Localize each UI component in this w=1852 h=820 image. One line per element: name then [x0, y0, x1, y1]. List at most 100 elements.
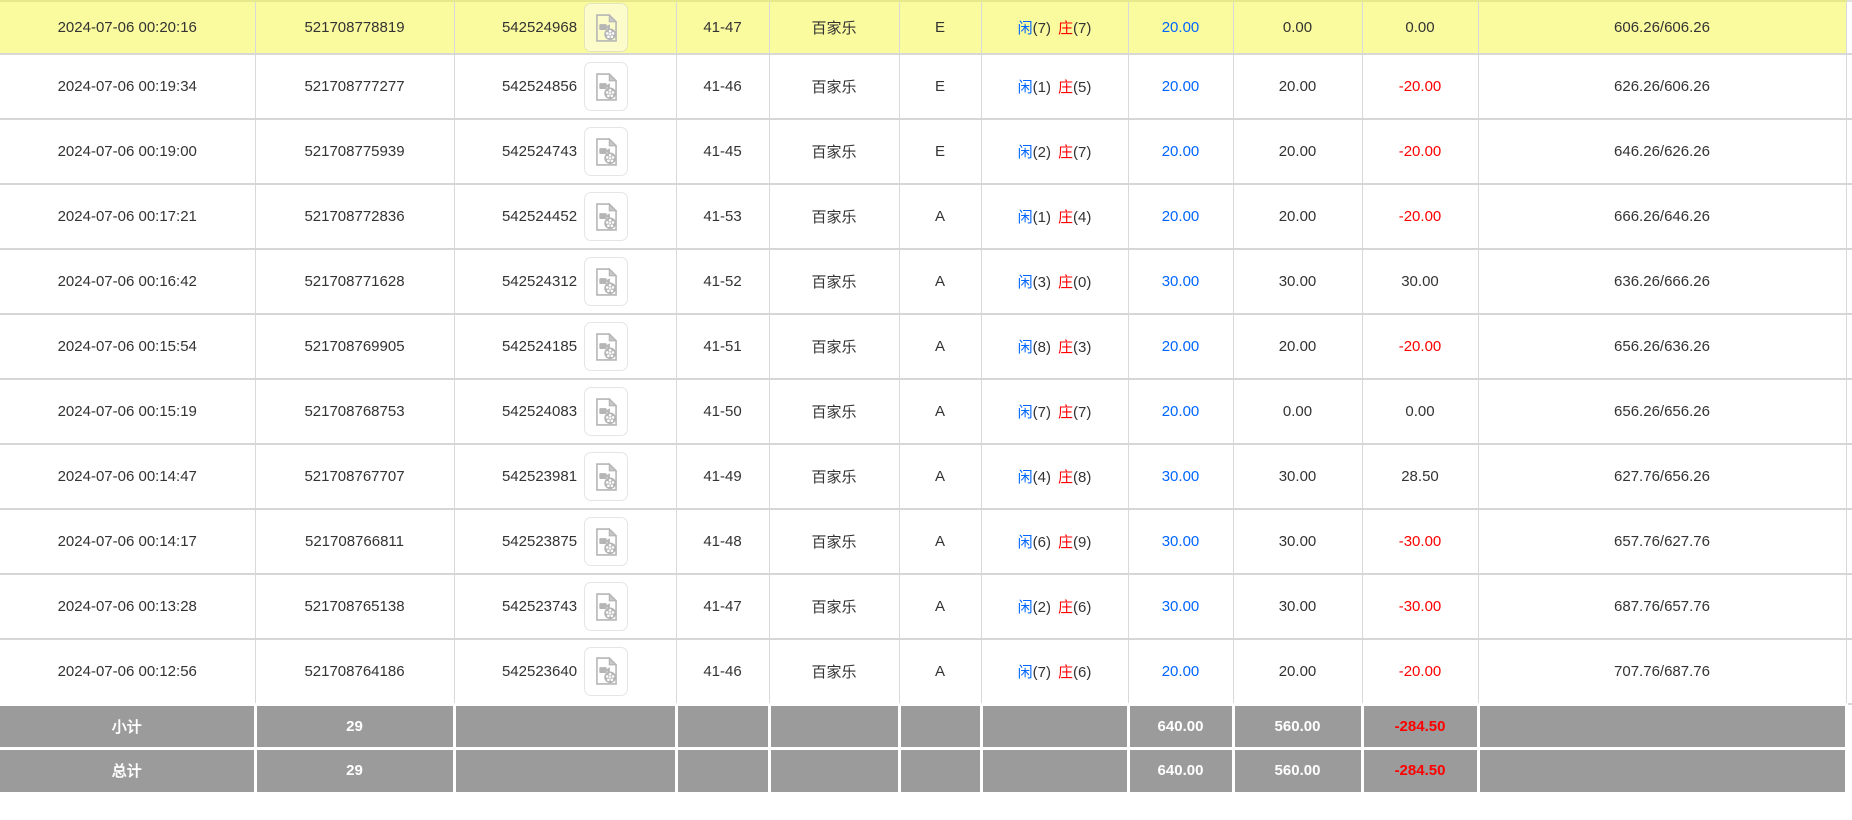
table-right-gutter: [1846, 748, 1852, 792]
cell-win-loss: -20.00: [1362, 184, 1479, 250]
cell-valid-amount: 0.00: [1233, 0, 1363, 55]
cell-time: 2024-07-06 00:17:21: [0, 184, 256, 250]
cell-table-code: A: [899, 249, 982, 315]
video-replay-button[interactable]: [584, 582, 629, 631]
banker-label: 庄: [1058, 599, 1074, 616]
total-count: 29: [255, 746, 456, 792]
cell-valid-amount: 0.00: [1233, 379, 1363, 445]
cell-table-code: A: [899, 314, 982, 380]
player-score: 2: [1033, 144, 1051, 161]
cell-win-loss: 30.00: [1362, 249, 1479, 315]
video-replay-icon: [593, 137, 620, 167]
cell-bet-id: 521708771628: [255, 249, 455, 315]
cell-valid-amount: 20.00: [1233, 119, 1363, 185]
cell-bet-amount: 20.00: [1128, 184, 1234, 250]
cell-game-id: 542524452: [454, 184, 677, 250]
banker-score: 9: [1073, 534, 1091, 551]
cell-result: 闲7庄7: [981, 0, 1129, 55]
summary-empty-cell: [769, 702, 901, 748]
cell-table-code: A: [899, 574, 982, 640]
banker-score: 7: [1073, 20, 1091, 37]
banker-label: 庄: [1058, 469, 1074, 486]
table-row-highlighted[interactable]: 2024-07-06 00:20:16 521708778819 5425249…: [0, 0, 1852, 55]
cell-time: 2024-07-06 00:14:17: [0, 509, 256, 575]
summary-empty-cell: [676, 702, 771, 748]
table-row[interactable]: 2024-07-06 00:15:54 521708769905 5425241…: [0, 314, 1852, 380]
table-row[interactable]: 2024-07-06 00:16:42 521708771628 5425243…: [0, 249, 1852, 315]
total-valid-amount: 560.00: [1233, 746, 1364, 792]
game-id: 542524856: [501, 78, 578, 95]
cell-time: 2024-07-06 00:19:34: [0, 54, 256, 120]
cell-valid-amount: 20.00: [1233, 314, 1363, 380]
cell-result: 闲7庄7: [981, 379, 1129, 445]
video-replay-button[interactable]: [584, 646, 629, 696]
banker-label: 庄: [1058, 663, 1074, 681]
video-replay-button[interactable]: [584, 3, 629, 52]
video-replay-button[interactable]: [584, 127, 629, 176]
table-row[interactable]: 2024-07-06 00:14:17 521708766811 5425238…: [0, 509, 1852, 575]
table-right-gutter: [1846, 0, 1852, 55]
cell-bet-id: 521708766811: [255, 509, 455, 575]
cell-valid-amount: 20.00: [1233, 639, 1363, 705]
summary-empty-cell: [981, 702, 1130, 748]
cell-win-loss: 28.50: [1362, 444, 1479, 510]
cell-game-id: 542523640: [454, 639, 677, 705]
cell-bet-id: 521708768753: [255, 379, 455, 445]
player-score: 6: [1033, 534, 1051, 551]
video-replay-button[interactable]: [584, 62, 629, 111]
video-replay-button[interactable]: [584, 257, 629, 306]
cell-bet-amount: 20.00: [1128, 54, 1234, 120]
game-id: 542523875: [501, 533, 578, 550]
video-replay-icon: [593, 267, 620, 297]
video-replay-icon: [593, 592, 620, 622]
player-score: 4: [1033, 469, 1051, 486]
cell-balance: 636.26/666.26: [1478, 249, 1847, 315]
video-replay-button[interactable]: [584, 452, 629, 501]
table-row[interactable]: 2024-07-06 00:14:47 521708767707 5425239…: [0, 444, 1852, 510]
video-replay-button[interactable]: [584, 322, 629, 371]
cell-time: 2024-07-06 00:19:00: [0, 119, 256, 185]
cell-round: 41-50: [676, 379, 770, 445]
cell-bet-id: 521708777277: [255, 54, 455, 120]
cell-bet-id: 521708772836: [255, 184, 455, 250]
table-right-gutter: [1846, 54, 1852, 120]
video-replay-icon: [593, 202, 620, 232]
player-score: 7: [1033, 404, 1051, 421]
video-replay-button[interactable]: [584, 517, 629, 566]
table-row[interactable]: 2024-07-06 00:19:34 521708777277 5425248…: [0, 54, 1852, 120]
cell-round: 41-45: [676, 119, 770, 185]
cell-valid-amount: 30.00: [1233, 574, 1363, 640]
banker-label: 庄: [1058, 404, 1074, 421]
banker-label: 庄: [1058, 274, 1074, 291]
summary-empty-cell: [1478, 702, 1848, 748]
video-replay-button[interactable]: [584, 192, 629, 241]
banker-score: 6: [1073, 664, 1091, 681]
banker-label: 庄: [1058, 144, 1074, 161]
cell-round: 41-49: [676, 444, 770, 510]
cell-table-code: E: [899, 0, 982, 55]
player-score: 7: [1033, 20, 1051, 37]
table-row[interactable]: 2024-07-06 00:19:00 521708775939 5425247…: [0, 119, 1852, 185]
cell-game-id: 542524743: [454, 119, 677, 185]
cell-game-type: 百家乐: [769, 509, 900, 575]
subtotal-valid-amount: 560.00: [1233, 702, 1364, 748]
cell-bet-amount: 30.00: [1128, 574, 1234, 640]
player-label: 闲: [1017, 339, 1033, 356]
cell-time: 2024-07-06 00:12:56: [0, 639, 256, 705]
table-row[interactable]: 2024-07-06 00:17:21 521708772836 5425244…: [0, 184, 1852, 250]
player-score: 3: [1033, 274, 1051, 291]
player-label: 闲: [1017, 79, 1033, 96]
total-bet-amount: 640.00: [1128, 746, 1235, 792]
game-id: 542523743: [501, 598, 578, 615]
summary-empty-cell: [899, 702, 983, 748]
cell-win-loss: 0.00: [1362, 0, 1479, 55]
cell-valid-amount: 30.00: [1233, 249, 1363, 315]
player-score: 2: [1033, 599, 1051, 616]
cell-balance: 656.26/636.26: [1478, 314, 1847, 380]
table-row[interactable]: 2024-07-06 00:13:28 521708765138 5425237…: [0, 574, 1852, 640]
cell-win-loss: -20.00: [1362, 54, 1479, 120]
video-replay-button[interactable]: [584, 387, 629, 436]
player-label: 闲: [1017, 144, 1033, 161]
table-row[interactable]: 2024-07-06 00:12:56 521708764186 5425236…: [0, 639, 1852, 705]
table-row[interactable]: 2024-07-06 00:15:19 521708768753 5425240…: [0, 379, 1852, 445]
